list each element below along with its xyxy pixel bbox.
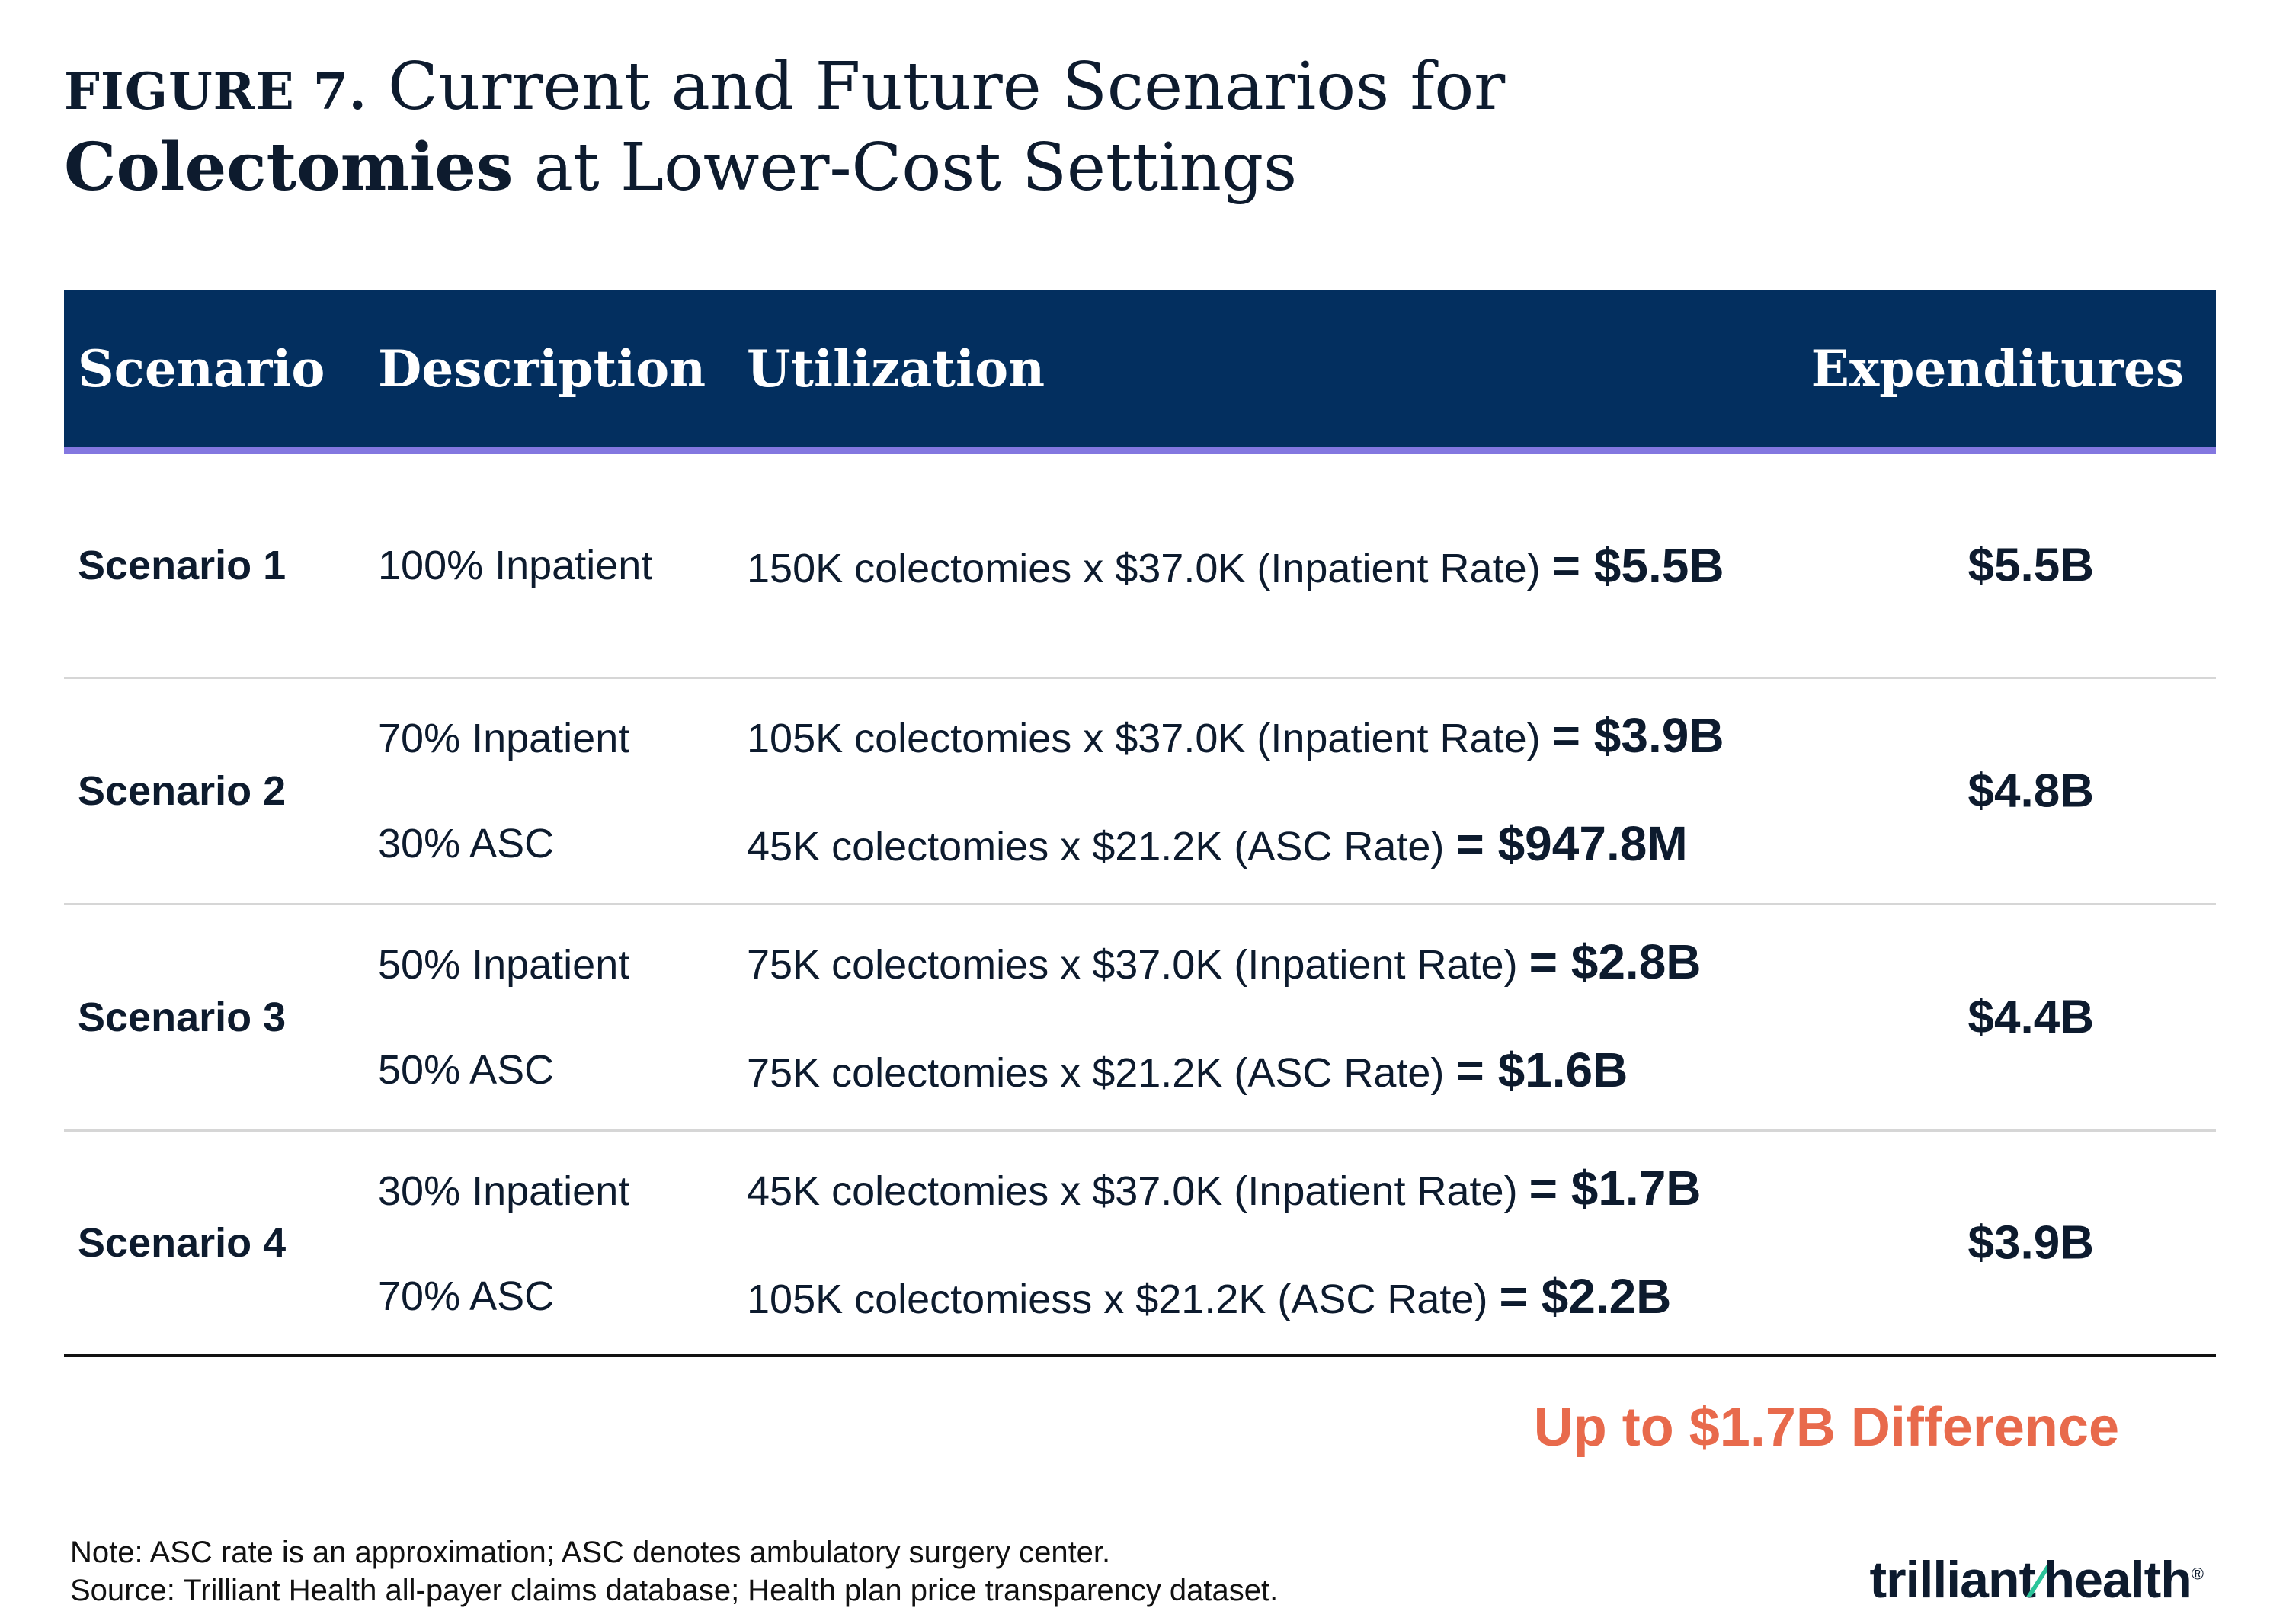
calc-text: 45K colectomies x $21.2K (ASC Rate)	[747, 824, 1456, 870]
table-row: Scenario 1 100% Inpatient 150K colectomi…	[64, 454, 2216, 679]
utilization-calc: 45K colectomies x $21.2K (ASC Rate) = $9…	[747, 815, 1688, 872]
title-text-after: at Lower-Cost Settings	[513, 130, 1298, 206]
title-bold-word: Colectomies	[64, 129, 514, 206]
calc-result: $2.2B	[1541, 1269, 1672, 1324]
calc-text: 150K colectomies x $37.0K (Inpatient Rat…	[747, 546, 1552, 591]
calc-equals: =	[1529, 934, 1571, 989]
calc-equals: =	[1551, 538, 1594, 593]
calc-equals: =	[1529, 1161, 1571, 1216]
title-text-before: Current and Future Scenarios for	[367, 49, 1506, 125]
source-line: Source: Trilliant Health all-payer claim…	[70, 1574, 1279, 1607]
table-row: Scenario 4 30% Inpatient 70% ASC 45K col…	[64, 1132, 2216, 1357]
utilization-calc: 105K colectomiess x $21.2K (ASC Rate) = …	[747, 1268, 1671, 1325]
trilliant-health-logo: trilliant⁄health®	[1869, 1550, 2204, 1610]
scenario-label: Scenario 4	[78, 1220, 287, 1266]
calc-result: $947.8M	[1497, 816, 1688, 871]
utilization-calc: 75K colectomies x $21.2K (ASC Rate) = $1…	[747, 1042, 1628, 1098]
calc-text: 45K colectomies x $37.0K (Inpatient Rate…	[747, 1168, 1529, 1214]
calc-text: 105K colectomies x $37.0K (Inpatient Rat…	[747, 716, 1552, 761]
description-line: 30% Inpatient	[378, 1168, 630, 1214]
calc-text: 75K colectomies x $37.0K (Inpatient Rate…	[747, 942, 1529, 988]
calc-result: $1.6B	[1497, 1043, 1628, 1097]
expenditure-value: $5.5B	[1967, 539, 2094, 592]
figure-label: FIGURE 7.	[64, 62, 367, 121]
description-line: 70% ASC	[378, 1273, 555, 1319]
calc-result: $2.8B	[1570, 934, 1702, 989]
footnote: Note: ASC rate is an approximation; ASC …	[70, 1533, 1278, 1610]
scenario-label: Scenario 3	[78, 995, 287, 1040]
calc-result: $5.5B	[1593, 538, 1724, 593]
logo-word-1: trilliant	[1869, 1551, 2036, 1609]
note-line: Note: ASC rate is an approximation; ASC …	[70, 1536, 1111, 1569]
description-line: 50% Inpatient	[378, 942, 630, 988]
calc-equals: =	[1499, 1269, 1542, 1324]
figure-title: FIGURE 7. Current and Future Scenarios f…	[64, 49, 1969, 206]
calc-result: $1.7B	[1570, 1161, 1702, 1216]
header-description: Description	[378, 339, 706, 399]
expenditure-value: $4.4B	[1967, 991, 2094, 1044]
table-row: Scenario 3 50% Inpatient 50% ASC 75K col…	[64, 905, 2216, 1132]
scenario-table: Scenario Description Utilization Expendi…	[64, 290, 2216, 1357]
logo-hook-icon: ⁄	[2035, 1551, 2044, 1609]
table-row: Scenario 2 70% Inpatient 30% ASC 105K co…	[64, 679, 2216, 905]
utilization-calc: 150K colectomies x $37.0K (Inpatient Rat…	[747, 537, 1724, 594]
logo-word-2: health	[2043, 1551, 2192, 1609]
expenditure-value: $4.8B	[1967, 764, 2094, 818]
utilization-calc: 45K colectomies x $37.0K (Inpatient Rate…	[747, 1160, 1702, 1216]
header-expenditures: Expenditures	[1811, 339, 2184, 399]
scenario-label: Scenario 1	[78, 543, 287, 588]
expenditure-value: $3.9B	[1967, 1216, 2094, 1270]
registered-mark: ®	[2191, 1564, 2204, 1584]
header-utilization: Utilization	[747, 339, 1045, 399]
calc-text: 105K colectomiess x $21.2K (ASC Rate)	[747, 1276, 1500, 1322]
calc-equals: =	[1455, 816, 1498, 871]
scenario-label: Scenario 2	[78, 768, 287, 814]
description-line: 70% Inpatient	[378, 716, 630, 761]
header-scenario: Scenario	[78, 339, 325, 399]
utilization-calc: 75K colectomies x $37.0K (Inpatient Rate…	[747, 934, 1702, 990]
calc-result: $3.9B	[1593, 708, 1724, 763]
description-line: 50% ASC	[378, 1047, 555, 1093]
calc-equals: =	[1551, 708, 1594, 763]
description-line: 30% ASC	[378, 821, 555, 866]
difference-callout: Up to $1.7B Difference	[1533, 1397, 2119, 1458]
table-header: Scenario Description Utilization Expendi…	[64, 290, 2216, 454]
utilization-calc: 105K colectomies x $37.0K (Inpatient Rat…	[747, 707, 1724, 764]
calc-text: 75K colectomies x $21.2K (ASC Rate)	[747, 1050, 1456, 1096]
description-line: 100% Inpatient	[378, 543, 653, 588]
calc-equals: =	[1455, 1043, 1498, 1097]
